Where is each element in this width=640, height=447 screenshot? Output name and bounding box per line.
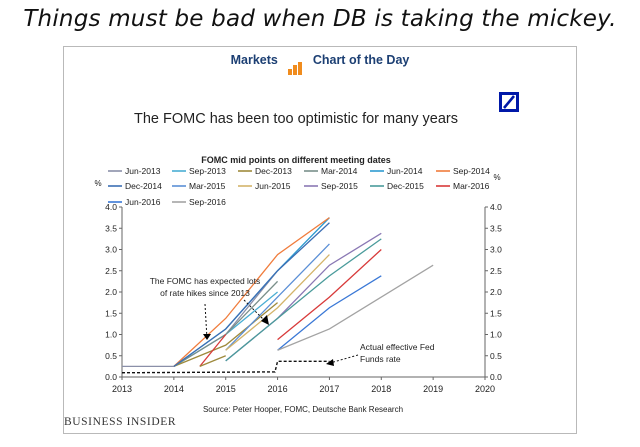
source-note: Source: Peter Hooper, FOMC, Deutsche Ban…	[203, 405, 403, 414]
series-line	[277, 264, 434, 351]
annotation-text: Actual effective Fed	[360, 342, 435, 352]
legend-label: Mar-2016	[453, 181, 490, 191]
y-tick-label-left: 0.0	[105, 372, 117, 382]
legend-label: Sep-2015	[321, 181, 358, 191]
footer-business-insider: BUSINESS INSIDER	[64, 416, 177, 428]
legend-label: Sep-2013	[189, 166, 226, 176]
y-tick-label-right: 2.0	[490, 287, 502, 297]
fed-funds-line	[121, 360, 330, 374]
brand-chart-of-the-day: Chart of the Day	[312, 53, 410, 67]
legend-label: Mar-2014	[321, 166, 358, 176]
annotation-arrowhead	[326, 359, 334, 366]
deutsche-bank-logo	[499, 92, 519, 112]
headline: Things must be bad when DB is taking the…	[23, 6, 617, 32]
series-line-early	[199, 355, 226, 367]
series-line	[225, 238, 382, 362]
series-line	[277, 275, 382, 351]
legend-label: Sep-2016	[189, 197, 226, 207]
y-tick-label-right: 1.0	[490, 330, 502, 340]
y-tick-label-right: 0.5	[490, 351, 502, 361]
x-tick-label: 2015	[216, 384, 236, 394]
annotation-text: The FOMC has expected lots	[150, 276, 261, 286]
brand-markets: Markets	[230, 53, 278, 67]
x-tick-label: 2014	[164, 384, 184, 394]
legend-label: Mar-2015	[189, 181, 226, 191]
brand-bar: Markets Chart of the Day	[64, 47, 576, 75]
annotation-arrowhead	[203, 334, 211, 340]
y-tick-label-left: 1.5	[105, 308, 117, 318]
chart-title: The FOMC has been too optimistic for man…	[134, 111, 458, 127]
annotation-text: of rate hikes since 2013	[160, 288, 250, 298]
y-tick-label-left: 2.5	[105, 266, 117, 276]
annotation-text: Funds rate	[360, 354, 401, 364]
chart-frame: Markets Chart of the Day	[63, 46, 577, 434]
series-line-early	[199, 334, 227, 367]
series-line	[225, 243, 330, 351]
annotation-arrow	[204, 303, 208, 340]
legend-label: Sep-2014	[453, 166, 490, 176]
series-line	[277, 249, 382, 341]
y-tick-label-right: 3.5	[490, 223, 502, 233]
annotation-arrowhead	[261, 315, 269, 325]
y-tick-label-right: 3.0	[490, 245, 502, 255]
x-tick-label: 2013	[112, 384, 132, 394]
y-tick-label-left: 0.5	[105, 351, 117, 361]
y-tick-label-right: 0.0	[490, 372, 502, 382]
legend-label: Jun-2016	[125, 197, 161, 207]
ylabel-right: %	[493, 173, 500, 182]
legend-label: Dec-2013	[255, 166, 292, 176]
legend-label: Dec-2015	[387, 181, 424, 191]
x-tick-label: 2017	[319, 384, 339, 394]
x-tick-label: 2016	[268, 384, 288, 394]
series-line	[173, 302, 278, 367]
y-tick-label-right: 2.5	[490, 266, 502, 276]
axes: 0.0 0.0 0.5 0.5 1.0 1.0 1.5 1.5 2.0 2.0 2.5 2.5 3.0 3…	[105, 202, 502, 394]
y-tick-label-left: 1.0	[105, 330, 117, 340]
y-tick-label-left: 3.0	[105, 245, 117, 255]
series-line	[225, 254, 330, 351]
x-tick-label: 2019	[423, 384, 443, 394]
annotations: The FOMC has expected lots of rate hikes …	[150, 276, 435, 366]
x-tick-label: 2018	[371, 384, 391, 394]
y-tick-label-left: 4.0	[105, 202, 117, 212]
annotation-arrow	[329, 354, 359, 364]
ylabel-left: %	[94, 179, 101, 188]
y-tick-label-left: 3.5	[105, 223, 117, 233]
business-insider-bar-icon	[287, 49, 303, 75]
legend: Jun-2013 Sep-2013 Dec-2013 Mar-2014 Jun-2014…	[108, 166, 490, 207]
y-tick-label-right: 1.5	[490, 308, 502, 318]
series-layer	[121, 217, 434, 374]
y-tick-label-right: 4.0	[490, 202, 502, 212]
legend-label: Dec-2014	[125, 181, 162, 191]
legend-title: FOMC mid points on different meeting dat…	[201, 155, 391, 165]
legend-label: Jun-2015	[255, 181, 291, 191]
legend-label: Jun-2013	[125, 166, 161, 176]
annotation-arrow	[243, 299, 267, 323]
y-tick-label-left: 2.0	[105, 287, 117, 297]
series-line	[173, 222, 330, 367]
legend-label: Jun-2014	[387, 166, 423, 176]
series-line	[173, 217, 330, 367]
x-tick-label: 2020	[475, 384, 495, 394]
